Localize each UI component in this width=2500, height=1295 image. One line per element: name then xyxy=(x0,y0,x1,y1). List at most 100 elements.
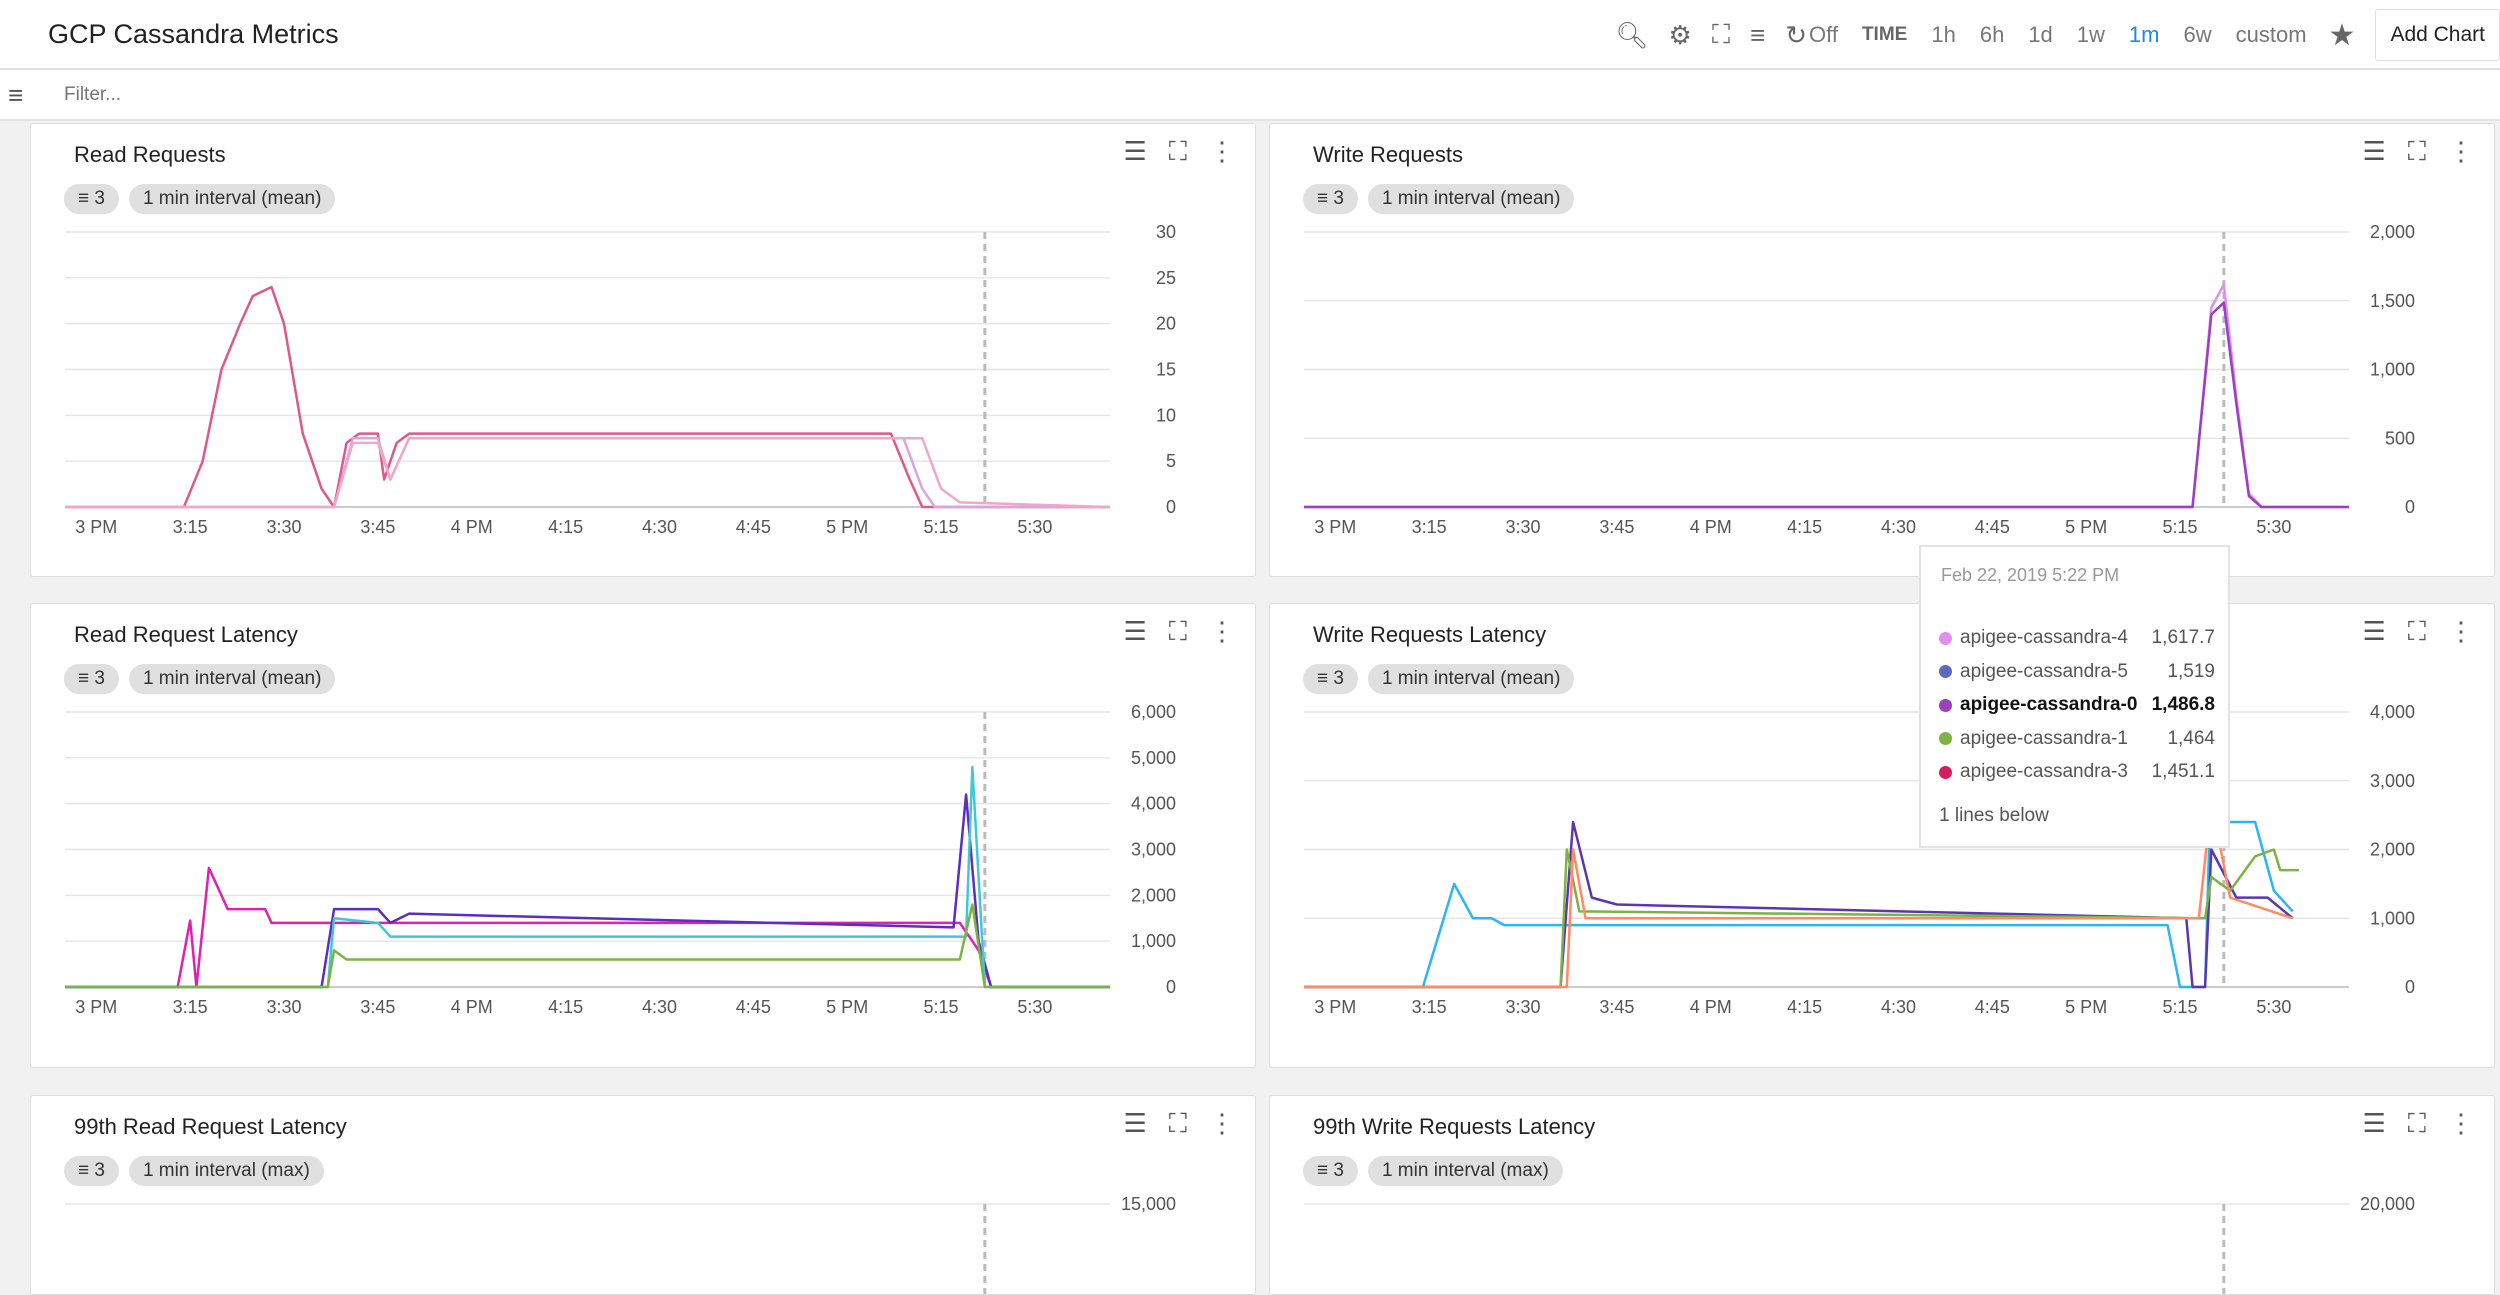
x-tick-label: 4 PM xyxy=(1690,997,1732,1017)
interval-chip[interactable]: 1 min interval (mean) xyxy=(1367,184,1575,214)
fullscreen-icon[interactable]: ⛶ xyxy=(1711,19,1731,49)
x-tick-label: 4:45 xyxy=(1975,517,2010,537)
range-6h[interactable]: 6h xyxy=(1979,22,2005,47)
series-line xyxy=(1304,301,2349,509)
legend-list-icon[interactable]: ☰ xyxy=(2362,136,2386,166)
interval-chip[interactable]: 1 min interval (mean) xyxy=(1367,664,1575,694)
x-tick-label: 4:30 xyxy=(642,997,677,1017)
more-vert-icon[interactable]: ⋮ xyxy=(2448,616,2474,646)
filter-chip[interactable]: ≡ 3 xyxy=(64,184,119,214)
expand-icon[interactable]: ⛶ xyxy=(1168,616,1187,646)
tooltip-more: 1 lines below xyxy=(1939,805,2049,826)
chart-card: 0 1,000 2,000 3,000 4,000 5,000 6,000 3 PM 3:15 3… xyxy=(30,603,1256,1068)
series-value: 1,464 xyxy=(2167,727,2215,749)
more-vert-icon[interactable]: ⋮ xyxy=(1209,1108,1235,1138)
interval-chip[interactable]: 1 min interval (max) xyxy=(128,1156,324,1186)
chart-title: 99th Write Requests Latency xyxy=(1313,1114,1596,1139)
filter-chip[interactable]: ≡ 3 xyxy=(1303,664,1358,694)
legend-list-icon[interactable]: ☰ xyxy=(2362,1108,2386,1138)
x-tick-label: 5:30 xyxy=(2256,517,2291,537)
y-tick-label: 4,000 xyxy=(1131,794,1176,814)
chart-title: Read Request Latency xyxy=(74,622,298,647)
series-line xyxy=(65,437,1111,509)
y-tick-label: 0 xyxy=(1166,977,1176,997)
more-vert-icon[interactable]: ⋮ xyxy=(1209,616,1235,646)
x-tick-label: 4:15 xyxy=(548,997,583,1017)
more-vert-icon[interactable]: ⋮ xyxy=(2448,136,2474,166)
chart-tooltip: Feb 22, 2019 5:22 PM apigee-cassandra-4 1… xyxy=(1919,545,2230,848)
y-tick-label: 3,000 xyxy=(1131,840,1176,860)
x-tick-label: 3:15 xyxy=(173,517,208,537)
chart-title: Write Requests xyxy=(1313,142,1463,167)
y-tick-label: 500 xyxy=(2385,428,2415,448)
y-tick-label: 10 xyxy=(1156,405,1176,425)
x-tick-label: 4:15 xyxy=(548,517,583,537)
y-tick-label: 15 xyxy=(1156,360,1176,380)
x-tick-label: 3 PM xyxy=(75,517,117,537)
filter-count: 3 xyxy=(1333,668,1344,689)
refresh-icon[interactable]: ↻ xyxy=(1785,19,1807,50)
expand-icon[interactable]: ⛶ xyxy=(2407,616,2426,646)
series-line xyxy=(1304,765,2294,989)
y-tick-label: 20,000 xyxy=(2360,1194,2415,1214)
filter-count: 3 xyxy=(94,668,105,689)
interval-chip[interactable]: 1 min interval (mean) xyxy=(128,664,336,694)
gear-icon[interactable]: ⚙ xyxy=(1668,19,1692,50)
x-tick-label: 3 PM xyxy=(75,997,117,1017)
x-tick-label: 3:30 xyxy=(1505,997,1540,1017)
interval-chip[interactable]: 1 min interval (max) xyxy=(1367,1156,1563,1186)
x-tick-label: 3:45 xyxy=(1599,997,1634,1017)
y-tick-label: 20 xyxy=(1156,314,1176,334)
y-tick-label: 4,000 xyxy=(2370,702,2415,722)
filter-icon[interactable]: ≡ xyxy=(8,80,24,110)
legend-list-icon[interactable]: ☰ xyxy=(1123,1108,1147,1138)
range-1m[interactable]: 1m xyxy=(2128,22,2160,47)
filter-input[interactable] xyxy=(64,84,664,106)
filter-chip[interactable]: ≡ 3 xyxy=(1303,1156,1358,1186)
y-tick-label: 0 xyxy=(2405,977,2415,997)
range-1w[interactable]: 1w xyxy=(2076,22,2105,47)
legend-list-icon[interactable]: ☰ xyxy=(2362,616,2386,646)
series-value: 1,519 xyxy=(2167,660,2215,682)
add-chart-button[interactable]: Add Chart xyxy=(2375,9,2500,61)
filter-count: 3 xyxy=(1333,188,1344,209)
x-tick-label: 3:45 xyxy=(360,997,395,1017)
star-icon[interactable]: ★ xyxy=(2328,18,2356,52)
expand-icon[interactable]: ⛶ xyxy=(2407,1108,2426,1138)
x-tick-label: 4:15 xyxy=(1787,517,1822,537)
x-tick-label: 3:30 xyxy=(266,517,301,537)
range-6w[interactable]: 6w xyxy=(2183,22,2212,47)
expand-icon[interactable]: ⛶ xyxy=(2407,136,2426,166)
filter-chip[interactable]: ≡ 3 xyxy=(64,664,119,694)
filter-count: 3 xyxy=(1333,1160,1344,1181)
series-line xyxy=(65,765,1110,989)
range-custom[interactable]: custom xyxy=(2235,22,2307,47)
search-icon[interactable]: 🔍︎ xyxy=(1615,19,1649,50)
expand-icon[interactable]: ⛶ xyxy=(1168,1108,1187,1138)
series-line xyxy=(1304,848,2299,989)
expand-icon[interactable]: ⛶ xyxy=(1168,136,1187,166)
tooltip-date: Feb 22, 2019 5:22 PM xyxy=(1941,565,2120,585)
series-line xyxy=(1304,800,2294,989)
interval-chip[interactable]: 1 min interval (mean) xyxy=(128,184,336,214)
range-1h[interactable]: 1h xyxy=(1931,22,1956,47)
y-tick-label: 5 xyxy=(1166,451,1176,471)
filter-chip[interactable]: ≡ 3 xyxy=(1303,184,1358,214)
legend-list-icon[interactable]: ☰ xyxy=(1123,616,1147,646)
more-vert-icon[interactable]: ⋮ xyxy=(1209,136,1235,166)
y-tick-label: 15,000 xyxy=(1121,1194,1176,1214)
range-1d[interactable]: 1d xyxy=(2028,22,2053,47)
x-tick-label: 5:30 xyxy=(1017,517,1052,537)
legend-list-icon[interactable]: ☰ xyxy=(1123,136,1147,166)
x-tick-label: 4:15 xyxy=(1787,997,1822,1017)
x-tick-label: 4 PM xyxy=(451,997,493,1017)
y-tick-label: 2,000 xyxy=(2370,222,2415,242)
filter-chip[interactable]: ≡ 3 xyxy=(64,1156,119,1186)
filter-icon[interactable]: ≡ xyxy=(1750,19,1766,50)
auto-refresh-toggle[interactable]: Off xyxy=(1809,22,1838,47)
more-vert-icon[interactable]: ⋮ xyxy=(2448,1108,2474,1138)
time-label: TIME xyxy=(1861,24,1908,45)
series-dot-icon xyxy=(1939,665,1952,678)
series-line xyxy=(65,793,1110,989)
tooltip-row: apigee-cassandra-4 1,617.7 xyxy=(1939,627,2215,649)
